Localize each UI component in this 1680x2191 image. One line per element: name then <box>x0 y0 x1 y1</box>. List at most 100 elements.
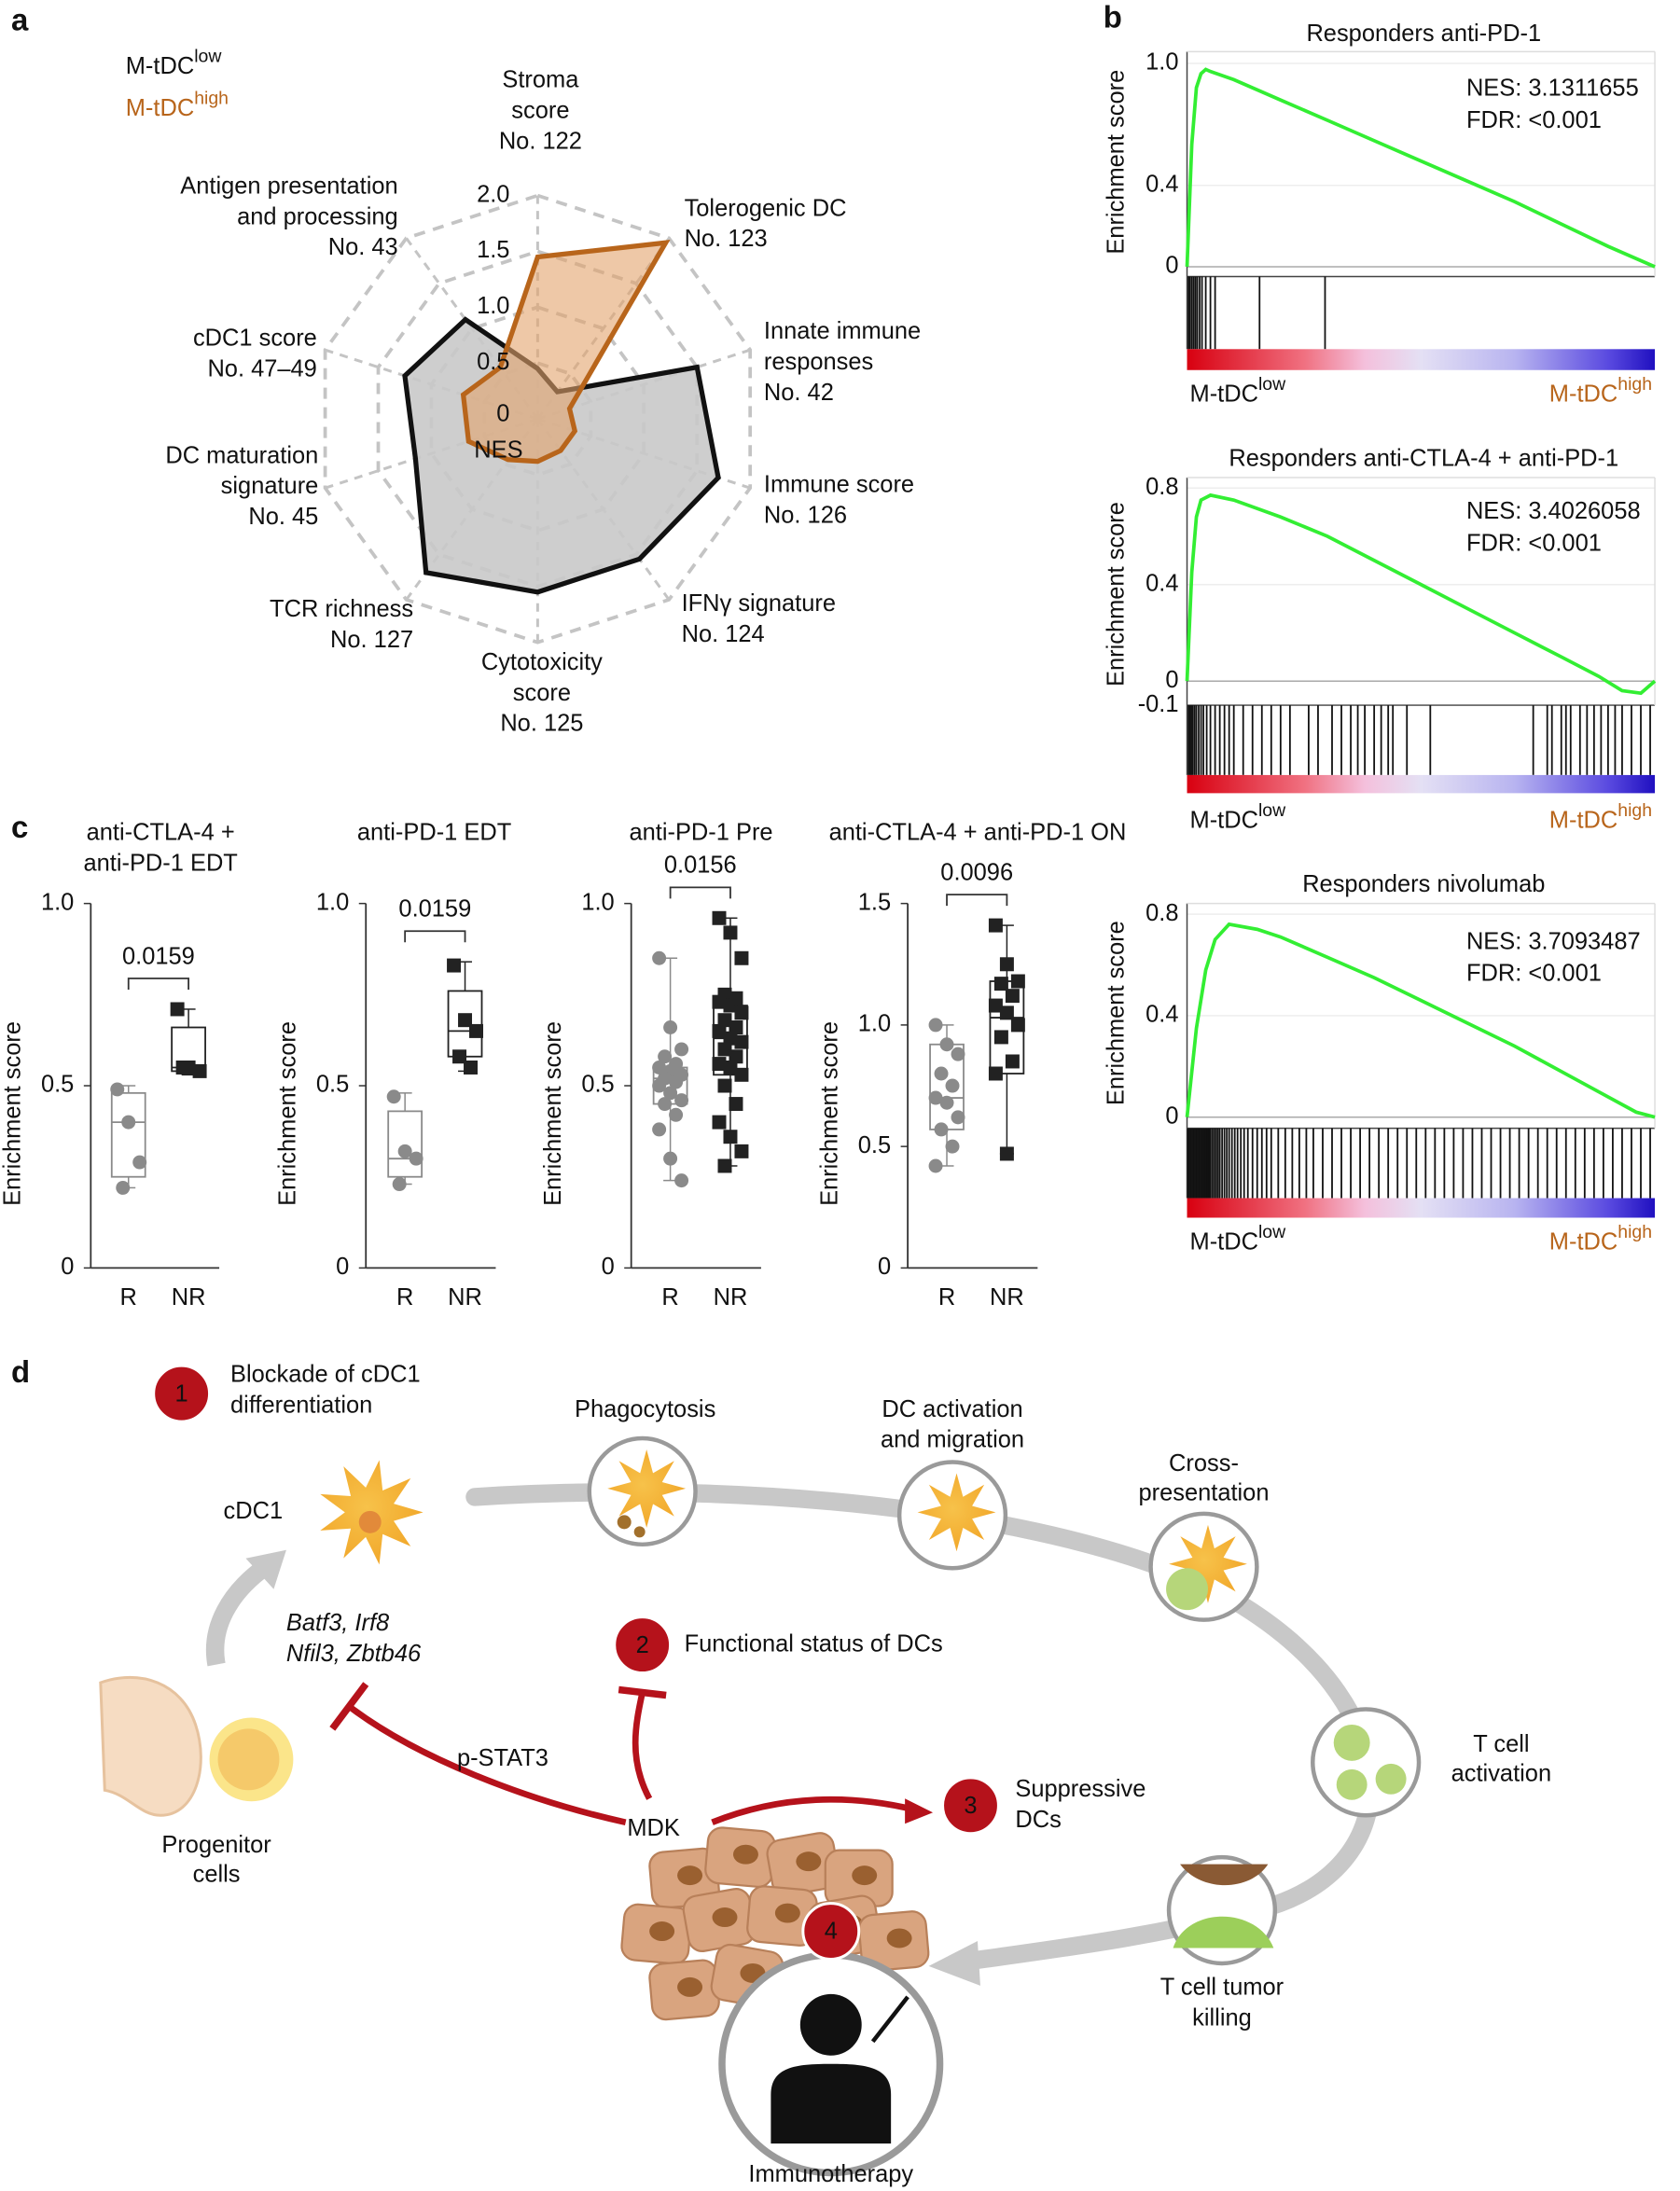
stage-label: Phagocytosis <box>575 1396 715 1422</box>
label-name: M-tDC <box>1190 807 1258 833</box>
point <box>663 1020 678 1034</box>
es-curve <box>1185 67 1656 269</box>
y-tick-label: 0 <box>1165 1102 1178 1129</box>
y-tick-label: 1.5 <box>858 889 891 915</box>
axis-label: No. 126 <box>764 503 847 529</box>
point <box>988 918 1003 933</box>
label-sup: high <box>1618 800 1652 821</box>
p-value: 0.0159 <box>398 895 471 922</box>
dc-cell <box>607 1449 687 1528</box>
stage-label: presentation <box>1138 1480 1269 1506</box>
y-axis-label: Enrichment score <box>816 1021 842 1206</box>
chart-title: anti-PD-1 Pre <box>629 820 772 846</box>
y-tick-label: 1.0 <box>581 889 614 915</box>
step-number: 4 <box>825 1919 838 1945</box>
step-badge <box>613 1616 673 1675</box>
r-axis-label: NES <box>474 437 522 463</box>
point <box>192 1063 207 1078</box>
y-tick-label: 0.8 <box>1145 474 1178 500</box>
r-tick-label: 0 <box>496 400 509 426</box>
point <box>723 1130 738 1144</box>
axis-label: signature <box>221 473 319 499</box>
point <box>121 1115 136 1130</box>
chart-title: Responders anti-CTLA-4 + anti-PD-1 <box>1229 445 1618 471</box>
point <box>928 1090 943 1105</box>
label-sup: high <box>194 88 229 108</box>
point <box>175 1060 190 1075</box>
axis-label: No. 125 <box>500 711 583 737</box>
y-tick-label: 0.5 <box>581 1072 614 1098</box>
tumor-nucleus <box>649 1921 675 1941</box>
bracket <box>669 886 731 899</box>
chart-title: Responders anti-PD-1 <box>1306 21 1541 47</box>
chart-title: anti-PD-1 EDT <box>357 820 511 846</box>
y-tick-label: 0.5 <box>858 1132 891 1158</box>
label-sup: low <box>1258 374 1286 395</box>
legend-label: M-tDClow <box>1190 1222 1287 1255</box>
point <box>170 1002 185 1017</box>
y-axis-label: Enrichment score <box>275 1021 301 1206</box>
legend-label: M-tDChigh <box>126 88 229 120</box>
point <box>999 1146 1014 1161</box>
panel-label: c <box>11 810 28 844</box>
axis-label: Cytotoxicity <box>481 649 603 675</box>
point <box>999 1005 1014 1020</box>
point <box>717 1013 732 1028</box>
point <box>734 950 749 965</box>
patient-body <box>771 2063 892 2144</box>
y-tick-label: 0 <box>1165 253 1178 279</box>
point <box>734 1034 749 1049</box>
point <box>928 1158 943 1173</box>
point <box>729 1049 743 1064</box>
y-tick-label: 1.0 <box>41 889 74 915</box>
bracket <box>946 894 1008 907</box>
step-label: differentiation <box>230 1392 372 1418</box>
tumor-nucleus <box>677 1976 703 1997</box>
tumor-nucleus <box>796 1851 822 1872</box>
inhibit-bar <box>329 1682 369 1731</box>
stage-label: DC activation <box>882 1396 1022 1422</box>
legend-label: M-tDChigh <box>1549 1222 1652 1255</box>
step-badge <box>152 1364 212 1423</box>
point <box>999 957 1014 972</box>
annotation: NES: 3.1311655 <box>1466 76 1639 102</box>
point <box>734 1005 749 1020</box>
label-name: M-tDC <box>1190 1228 1258 1255</box>
y-tick-label: 0.8 <box>1145 900 1178 926</box>
step-label: Immunotherapy <box>748 2161 913 2187</box>
point <box>1005 1054 1020 1069</box>
step-badge <box>801 1902 861 1961</box>
point <box>934 1066 949 1081</box>
gene-label: Batf3, Irf8 <box>286 1610 389 1636</box>
tumor-nucleus <box>712 1907 738 1928</box>
cell-label: Progenitor <box>161 1832 271 1858</box>
annotation: FDR: <0.001 <box>1466 961 1602 987</box>
step-label: Functional status of DCs <box>685 1630 943 1657</box>
point <box>934 1122 949 1137</box>
axis-label: Antigen presentation <box>180 173 397 199</box>
point <box>1010 1018 1025 1033</box>
point <box>663 1086 678 1101</box>
y-tick-label: 0.4 <box>1145 1002 1178 1028</box>
y-tick-label: 0.5 <box>316 1072 349 1098</box>
point <box>712 1115 727 1130</box>
point <box>669 1107 684 1122</box>
axis-label: No. 43 <box>328 234 398 260</box>
annotation: NES: 3.4026058 <box>1466 498 1641 524</box>
inhibit-bar <box>618 1685 667 1699</box>
cell-label: cells <box>193 1861 241 1887</box>
point <box>674 1042 689 1057</box>
cdc1-nucleus <box>358 1510 382 1533</box>
es-curve <box>1185 922 1656 1119</box>
point <box>1005 989 1020 1004</box>
debris <box>617 1515 632 1530</box>
p-value: 0.0156 <box>664 853 737 879</box>
point <box>734 1067 749 1082</box>
step-number: 1 <box>175 1380 188 1407</box>
point <box>712 1023 727 1038</box>
signal-label: p-STAT3 <box>457 1745 548 1771</box>
gene-label: Nfil3, Zbtb46 <box>286 1641 422 1667</box>
y-axis-label: Enrichment score <box>540 1021 566 1206</box>
radar-area <box>460 240 671 465</box>
step-label: DCs <box>1015 1807 1061 1833</box>
